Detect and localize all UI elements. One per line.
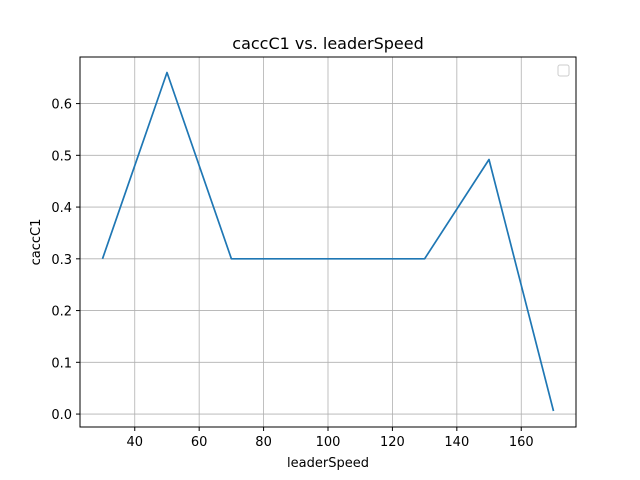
x-axis-ticks: 40 60 80 100 120 140 160: [126, 427, 534, 450]
x-tick-label: 160: [509, 435, 534, 450]
y-tick-label: 0.1: [51, 356, 72, 371]
x-tick-label: 140: [444, 435, 469, 450]
x-axis-label: leaderSpeed: [287, 456, 369, 471]
grid: [80, 57, 576, 427]
x-tick-label: 40: [126, 435, 143, 450]
y-tick-label: 0.0: [51, 408, 72, 423]
legend-box: [557, 64, 570, 77]
y-axis-label: caccC1: [29, 219, 44, 266]
x-tick-label: 60: [191, 435, 208, 450]
y-tick-label: 0.4: [51, 201, 72, 216]
x-tick-label: 120: [380, 435, 405, 450]
y-tick-label: 0.6: [51, 98, 72, 113]
y-tick-label: 0.2: [51, 305, 72, 320]
series-line: [101, 71, 555, 412]
chart-title: caccC1 vs. leaderSpeed: [232, 34, 423, 53]
y-tick-label: 0.5: [51, 149, 72, 164]
y-axis-ticks: 0.0 0.1 0.2 0.3 0.4 0.5 0.6: [51, 98, 80, 423]
x-tick-label: 80: [255, 435, 272, 450]
x-tick-label: 100: [316, 435, 341, 450]
y-tick-label: 0.3: [51, 253, 72, 268]
series-layer: [101, 71, 555, 412]
